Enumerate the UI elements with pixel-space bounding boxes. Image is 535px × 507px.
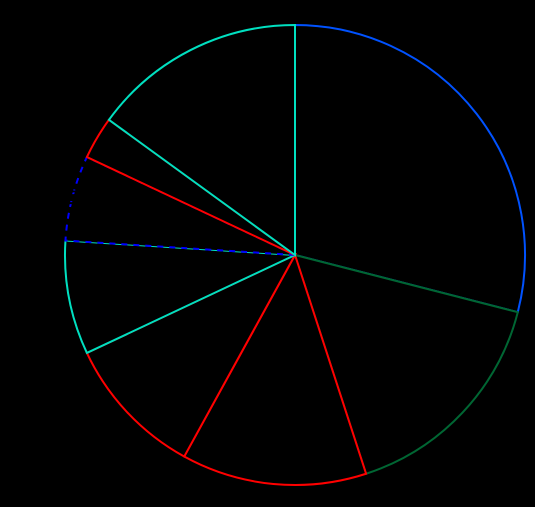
pie-chart [0, 0, 535, 507]
